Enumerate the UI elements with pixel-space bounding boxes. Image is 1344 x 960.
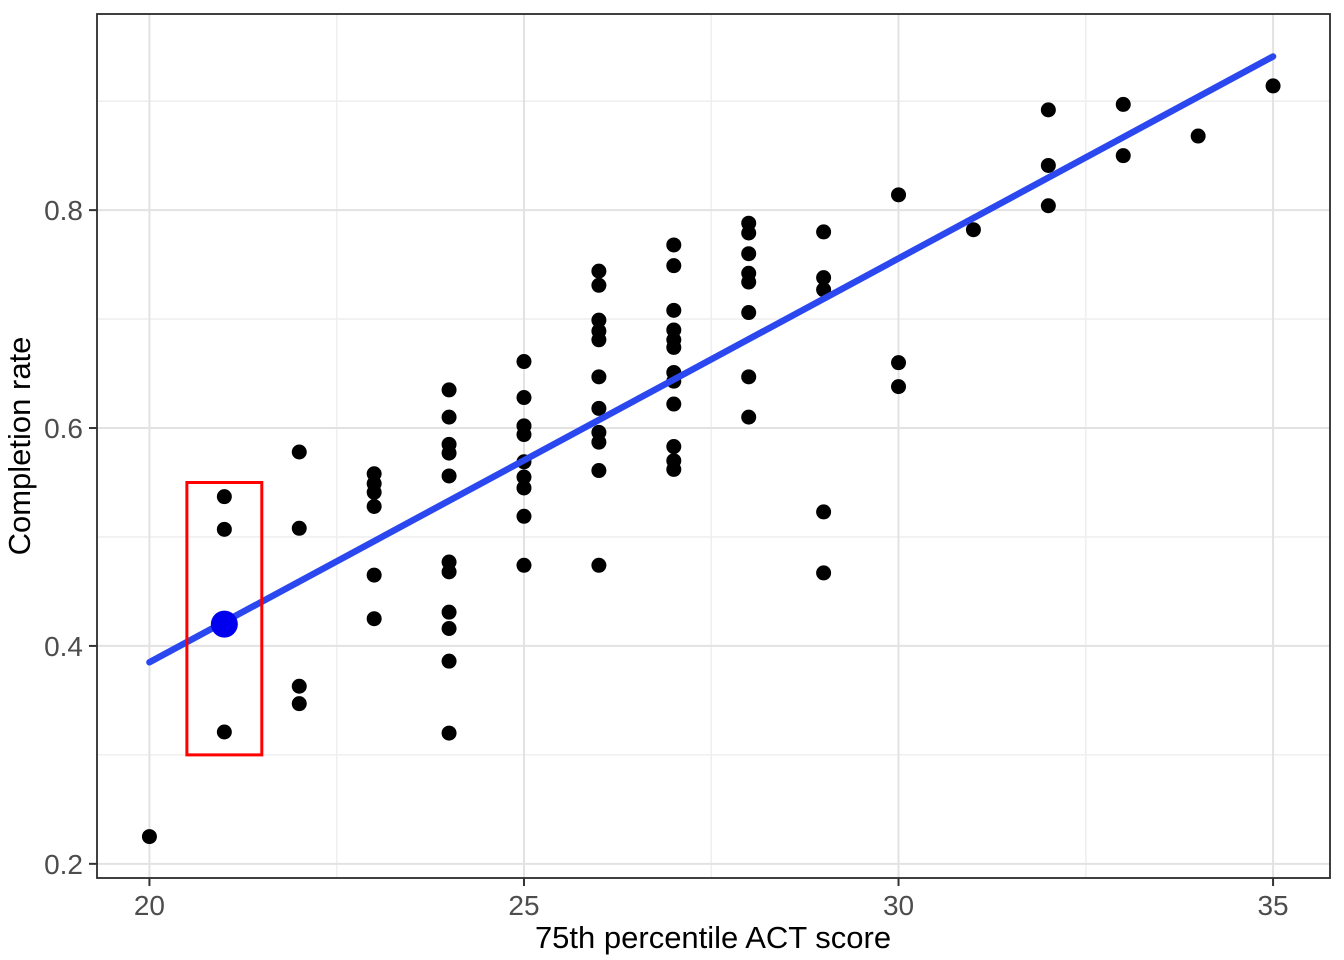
x-tick-label: 30 — [883, 890, 914, 921]
x-axis-title: 75th percentile ACT score — [535, 920, 891, 955]
data-point — [591, 463, 607, 479]
highlight-point — [210, 610, 238, 638]
data-point — [516, 480, 532, 496]
data-point — [441, 564, 457, 580]
data-point — [441, 725, 457, 741]
data-point — [516, 354, 532, 370]
data-point — [441, 409, 457, 425]
panel-border-layer — [96, 13, 1331, 879]
data-point — [741, 369, 757, 385]
regression-line-layer — [146, 53, 1277, 666]
data-point — [591, 277, 607, 293]
data-point — [516, 427, 532, 443]
data-point — [741, 409, 757, 425]
data-point — [366, 567, 382, 583]
y-tick-label: 0.4 — [44, 631, 83, 662]
data-point — [516, 508, 532, 524]
data-point — [1115, 96, 1131, 112]
data-point — [741, 225, 757, 241]
data-point — [816, 504, 832, 520]
data-point — [591, 312, 607, 328]
y-axis-title: Completion rate — [2, 337, 37, 556]
data-point — [366, 484, 382, 500]
data-point — [141, 829, 157, 845]
data-point — [666, 439, 682, 455]
data-point — [1265, 78, 1281, 94]
y-tick-label: 0.6 — [44, 413, 83, 444]
regression-line — [146, 53, 1277, 666]
data-point — [291, 696, 307, 712]
data-point — [666, 461, 682, 477]
data-point — [666, 339, 682, 355]
data-point — [891, 379, 907, 395]
x-tick-label: 25 — [508, 890, 539, 921]
annotation-box-layer — [185, 480, 264, 757]
data-point — [666, 258, 682, 274]
data-point — [591, 263, 607, 279]
data-point — [441, 468, 457, 484]
data-point — [1040, 198, 1056, 214]
data-point — [516, 557, 532, 573]
axis-tick-labels: 20 25 30 35 0.2 0.4 0.6 0.8 — [44, 195, 1289, 921]
data-point — [516, 469, 532, 485]
data-point — [441, 604, 457, 620]
annotation-box — [185, 480, 264, 757]
x-tick-label: 35 — [1257, 890, 1288, 921]
major-gridlines — [97, 14, 1330, 878]
data-point — [591, 557, 607, 573]
data-point — [591, 434, 607, 450]
data-point — [816, 565, 832, 581]
data-point — [1190, 128, 1206, 144]
data-point — [216, 489, 232, 505]
data-point — [1040, 102, 1056, 118]
data-point — [591, 332, 607, 348]
data-point — [366, 498, 382, 514]
data-point — [965, 222, 981, 238]
data-point — [666, 302, 682, 318]
data-point — [216, 724, 232, 740]
x-tick-label: 20 — [134, 890, 165, 921]
data-point — [666, 237, 682, 253]
data-point — [816, 224, 832, 240]
y-tick-label: 0.8 — [44, 195, 83, 226]
data-point — [291, 444, 307, 460]
panel-border — [96, 13, 1331, 879]
data-point — [441, 445, 457, 461]
data-point — [441, 382, 457, 398]
scatter-points-layer — [141, 78, 1281, 845]
highlight-point-layer — [210, 610, 238, 638]
data-point — [741, 305, 757, 321]
data-point — [891, 187, 907, 203]
data-point — [591, 369, 607, 385]
data-point — [741, 274, 757, 290]
data-point — [291, 520, 307, 536]
minor-gridlines — [97, 14, 1330, 878]
data-point — [1040, 157, 1056, 173]
data-point — [591, 400, 607, 416]
data-point — [441, 620, 457, 636]
data-point — [891, 355, 907, 371]
data-point — [741, 246, 757, 262]
data-point — [516, 390, 532, 406]
axis-tick-marks — [89, 209, 1275, 886]
data-point — [441, 653, 457, 669]
y-tick-label: 0.2 — [44, 849, 83, 880]
data-point — [366, 611, 382, 627]
data-point — [216, 521, 232, 537]
data-point — [291, 678, 307, 694]
data-point — [816, 270, 832, 286]
data-point — [1115, 148, 1131, 164]
data-point — [666, 396, 682, 412]
